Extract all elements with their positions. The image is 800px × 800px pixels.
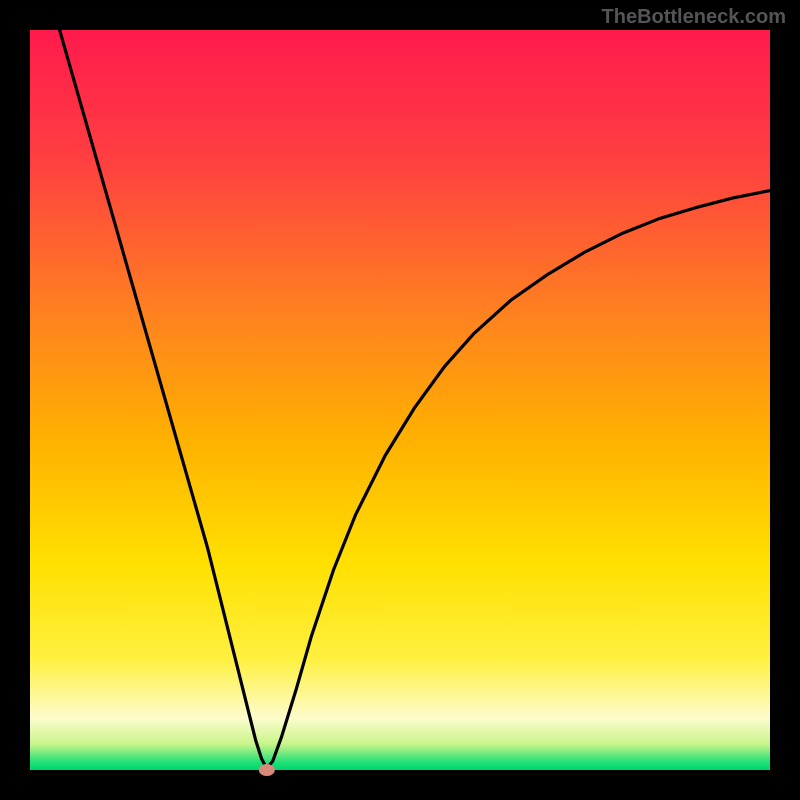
curve-min-marker: [259, 764, 275, 776]
bottleneck-curve-chart: [0, 0, 800, 800]
watermark-text: TheBottleneck.com: [602, 6, 786, 29]
plot-area-gradient: [30, 30, 770, 770]
chart-container: TheBottleneck.com: [0, 0, 800, 800]
